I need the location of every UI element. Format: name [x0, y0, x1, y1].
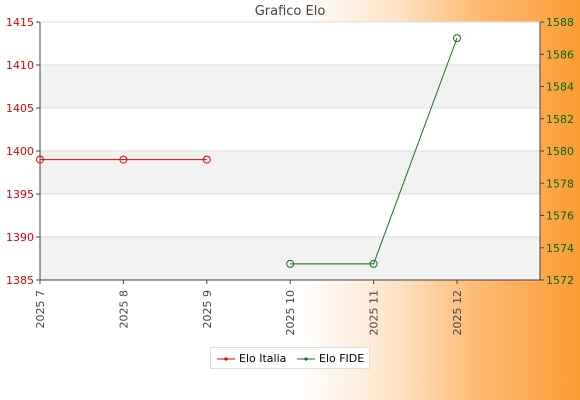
data-point	[202, 155, 211, 164]
chart-title: Grafico Elo	[254, 4, 326, 19]
data-point	[36, 155, 44, 164]
grid-band	[40, 65, 540, 108]
x-tick-label: 2025 7	[34, 290, 47, 329]
y-right-tick-label: 1572	[546, 274, 574, 287]
x-tick-label: 2025 12	[451, 290, 464, 336]
series-line-1	[290, 37, 458, 265]
x-tick-label: 2025 9	[201, 290, 214, 329]
y-left-tick-label: 1405	[6, 102, 34, 115]
y-left-tick-label: 1385	[6, 274, 34, 287]
legend-label-elo-italia: Elo Italia	[239, 352, 287, 365]
x-tick-label: 2025 8	[117, 290, 130, 329]
y-right-tick-label: 1578	[546, 177, 574, 190]
y-left-tick-label: 1400	[6, 145, 34, 158]
y-right-tick-label: 1582	[546, 113, 574, 126]
data-point	[286, 259, 295, 268]
legend-swatch-elo-italia	[217, 357, 235, 361]
legend-swatch-elo-fide	[297, 357, 315, 361]
data-point	[453, 34, 461, 43]
y-left-tick-label: 1390	[6, 231, 34, 244]
y-right-tick-label: 1576	[546, 210, 574, 223]
legend: Elo Italia Elo FIDE	[210, 347, 370, 369]
y-right-tick-label: 1588	[546, 16, 574, 29]
x-tick-label: 2025 10	[284, 290, 297, 336]
legend-label-elo-fide: Elo FIDE	[319, 352, 365, 365]
data-point	[119, 155, 128, 164]
x-tick-label: 2025 11	[368, 290, 381, 336]
y-left-tick-label: 1395	[6, 188, 34, 201]
data-point	[369, 259, 378, 268]
y-right-tick-label: 1574	[546, 242, 574, 255]
y-left-tick-label: 1410	[6, 59, 34, 72]
y-right-tick-label: 1580	[546, 145, 574, 158]
y-right-tick-label: 1586	[546, 48, 574, 61]
y-left-tick-label: 1415	[6, 16, 34, 29]
grid-band	[40, 151, 540, 194]
y-right-tick-label: 1584	[546, 81, 574, 94]
grid-band	[40, 237, 540, 280]
